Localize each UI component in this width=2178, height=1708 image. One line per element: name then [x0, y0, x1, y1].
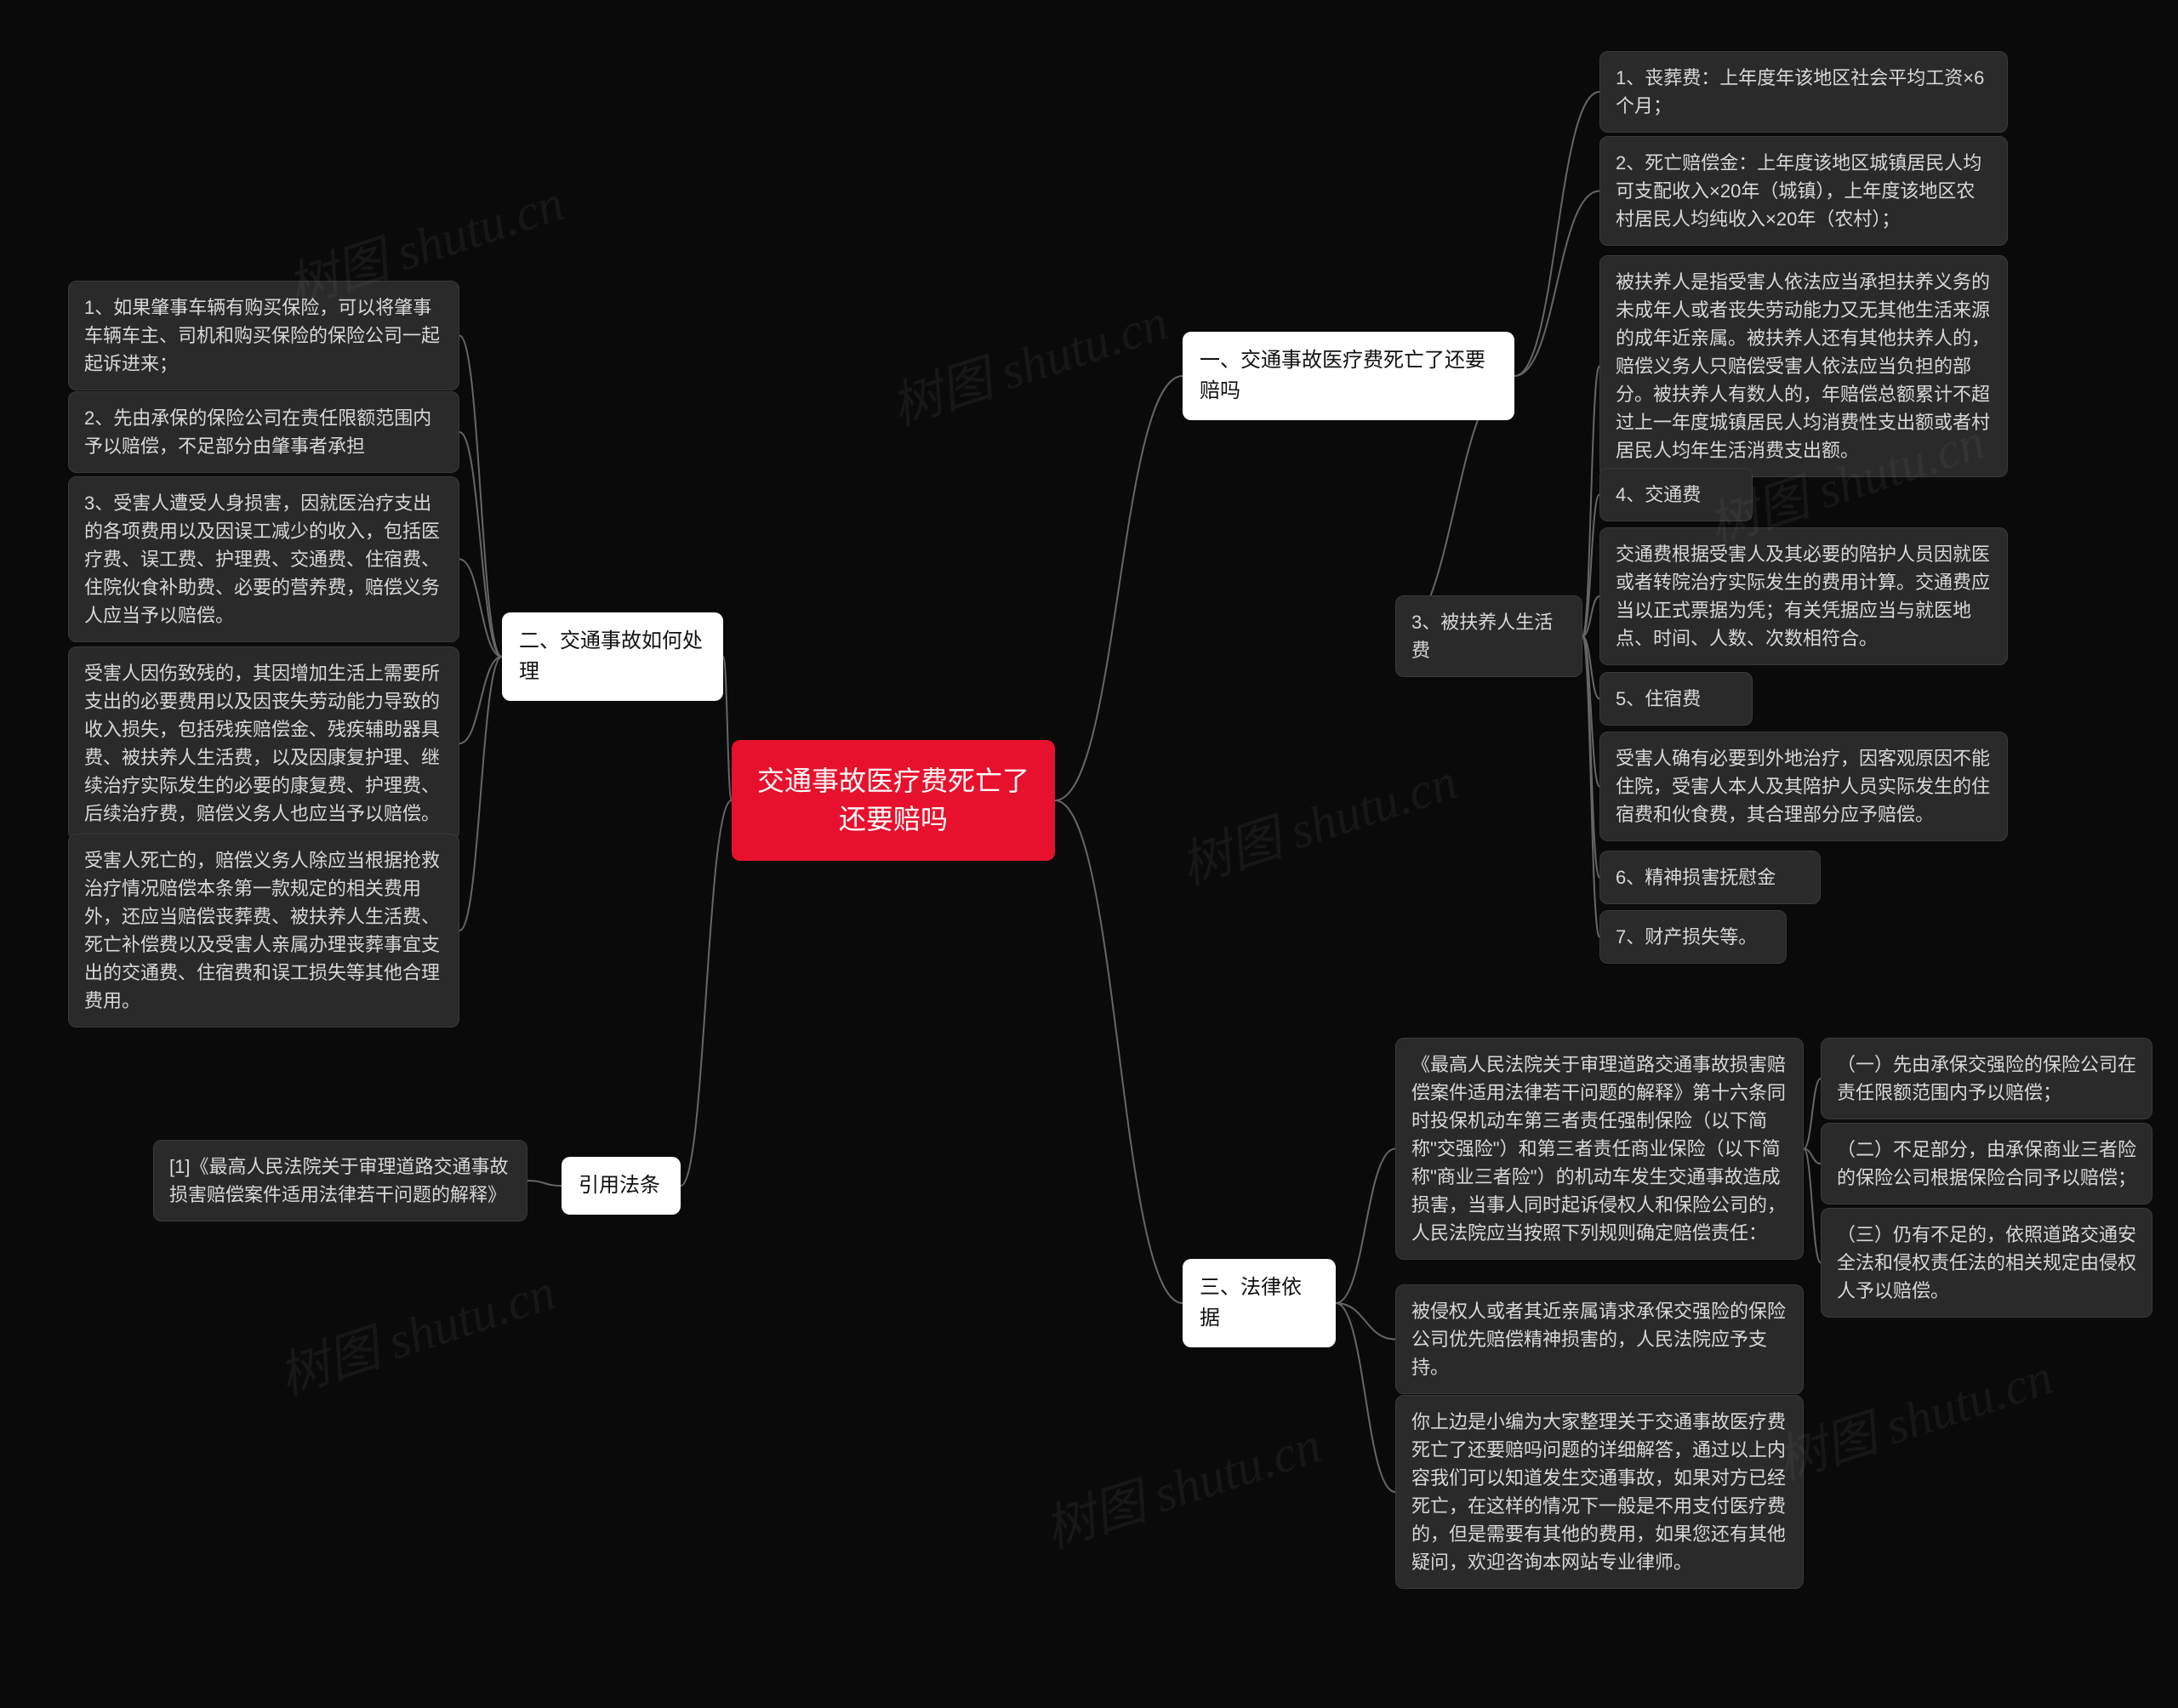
watermark: 树图 shutu.cn: [1765, 1335, 2061, 1494]
leaf-3-1a: （一）先由承保交强险的保险公司在责任限额范围内予以赔偿；: [1821, 1038, 2152, 1119]
leaf-1-2: 2、死亡赔偿金：上年度该地区城镇居民人均可支配收入×20年（城镇），上年度该地区…: [1599, 136, 2008, 246]
watermark: 树图 shutu.cn: [1170, 740, 1465, 899]
watermark: 树图 shutu.cn: [1034, 1403, 1329, 1563]
leaf-1-3: 3、被扶养人生活费: [1395, 595, 1582, 677]
leaf-1-3e: 受害人确有必要到外地治疗，因客观原因不能住院，受害人本人及其陪护人员实际发生的住…: [1599, 732, 2008, 841]
leaf-1-3b: 4、交通费: [1599, 468, 1753, 521]
watermark: 树图 shutu.cn: [881, 281, 1176, 440]
leaf-2-1: 1、如果肇事车辆有购买保险，可以将肇事车辆车主、司机和购买保险的保险公司一起起诉…: [68, 281, 459, 390]
leaf-3-3: 你上边是小编为大家整理关于交通事故医疗费死亡了还要赔吗问题的详细解答，通过以上内…: [1395, 1395, 1804, 1589]
leaf-2-2: 2、先由承保的保险公司在责任限额范围内予以赔偿，不足部分由肇事者承担: [68, 391, 459, 473]
leaf-1-3d: 5、住宿费: [1599, 672, 1753, 726]
leaf-1-3g: 7、财产损失等。: [1599, 910, 1787, 964]
leaf-1-3f: 6、精神损害抚慰金: [1599, 851, 1821, 904]
root-node: 交通事故医疗费死亡了还要赔吗: [732, 740, 1055, 861]
watermark: 树图 shutu.cn: [268, 1250, 563, 1409]
leaf-3-1: 《最高人民法院关于审理道路交通事故损害赔偿案件适用法律若干问题的解释》第十六条同…: [1395, 1038, 1804, 1260]
leaf-3-2: 被侵权人或者其近亲属请求承保交强险的保险公司优先赔偿精神损害的，人民法院应予支持…: [1395, 1284, 1804, 1394]
leaf-4-1: [1]《最高人民法院关于审理道路交通事故损害赔偿案件适用法律若干问题的解释》: [153, 1140, 527, 1221]
leaf-3-1b: （二）不足部分，由承保商业三者险的保险公司根据保险合同予以赔偿；: [1821, 1123, 2152, 1204]
leaf-1-3a: 被扶养人是指受害人依法应当承担扶养义务的未成年人或者丧失劳动能力又无其他生活来源…: [1599, 255, 2008, 477]
leaf-2-4: 受害人因伤致残的，其因增加生活上需要所支出的必要费用以及因丧失劳动能力导致的收入…: [68, 646, 459, 840]
leaf-2-5: 受害人死亡的，赔偿义务人除应当根据抢救治疗情况赔偿本条第一款规定的相关费用外，还…: [68, 834, 459, 1028]
branch-2: 二、交通事故如何处理: [502, 612, 723, 701]
branch-1: 一、交通事故医疗费死亡了还要赔吗: [1183, 332, 1514, 420]
branch-4: 引用法条: [562, 1157, 681, 1215]
leaf-1-1: 1、丧葬费：上年度年该地区社会平均工资×6个月；: [1599, 51, 2008, 133]
leaf-1-3c: 交通费根据受害人及其必要的陪护人员因就医或者转院治疗实际发生的费用计算。交通费应…: [1599, 527, 2008, 665]
leaf-3-1c: （三）仍有不足的，依照道路交通安全法和侵权责任法的相关规定由侵权人予以赔偿。: [1821, 1208, 2152, 1318]
leaf-2-3: 3、受害人遭受人身损害，因就医治疗支出的各项费用以及因误工减少的收入，包括医疗费…: [68, 476, 459, 642]
branch-3: 三、法律依据: [1183, 1259, 1336, 1347]
